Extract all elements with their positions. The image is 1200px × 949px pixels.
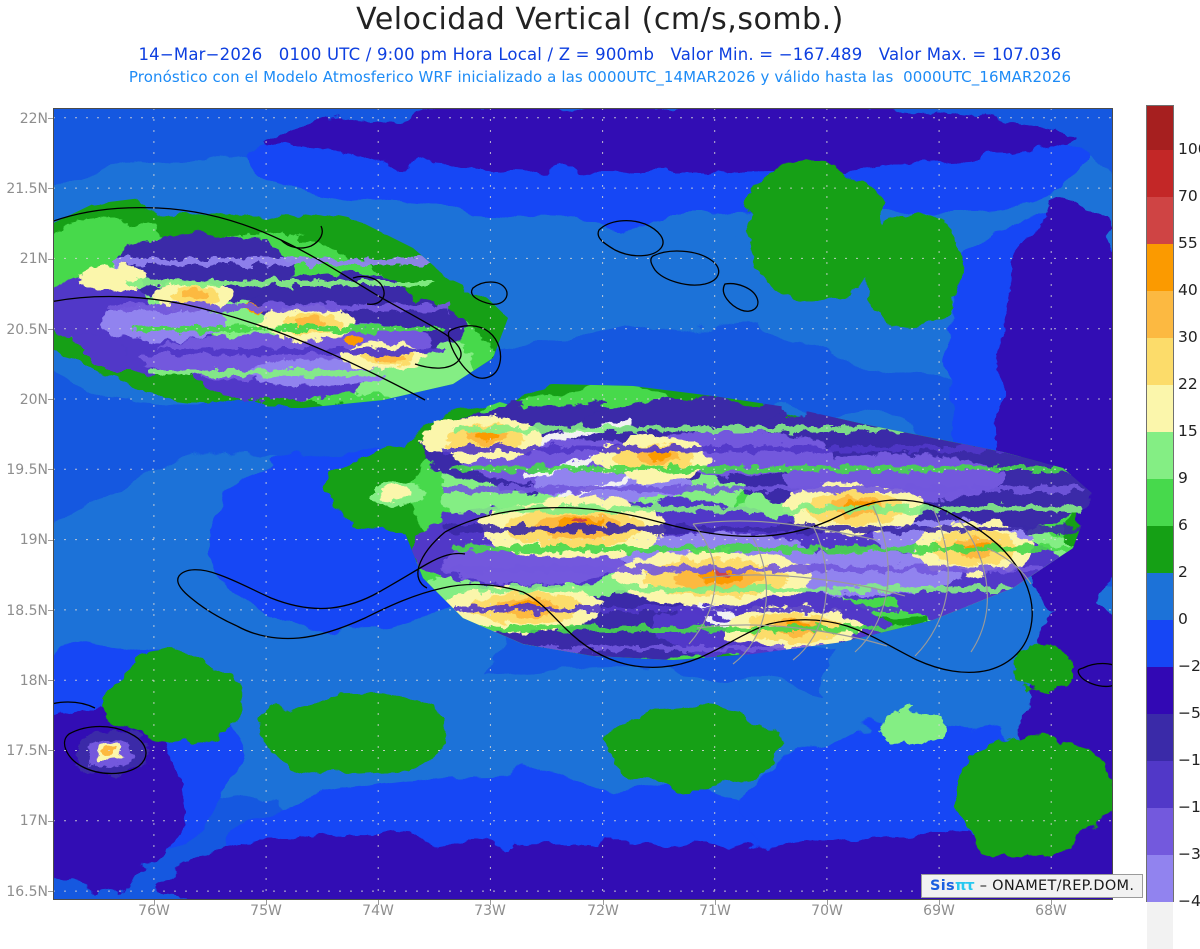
colorbar-tick: 15	[1178, 422, 1198, 440]
watermark-logo: Sis πτ – ONAMET/REP.DOM.	[921, 874, 1144, 898]
watermark-pi-icon: πτ	[954, 878, 975, 894]
x-axis-label: 76W	[138, 903, 170, 919]
watermark-agency-text: – ONAMET/REP.DOM.	[979, 878, 1135, 894]
figure-root: Velocidad Vertical (cm/s,somb.) 14−Mar−2…	[6, 2, 1200, 949]
colorbar-segment	[1147, 338, 1173, 385]
y-axis-tick	[48, 610, 53, 611]
x-axis-label: 69W	[923, 903, 955, 919]
colorbar-segment	[1147, 432, 1173, 479]
colorbar-tick: 0	[1178, 610, 1188, 628]
x-axis-label: 68W	[1035, 903, 1067, 919]
colorbar-segment	[1147, 150, 1173, 197]
colorbar-segment	[1147, 902, 1173, 949]
colorbar-tick: 70	[1178, 187, 1198, 205]
y-axis-label: 18N	[19, 673, 48, 689]
y-axis-label: 20N	[19, 392, 48, 408]
map-gridlines	[53, 108, 1113, 900]
colorbar-tick: 100	[1178, 140, 1200, 158]
colorbar-segment	[1147, 197, 1173, 244]
colorbar-segment	[1147, 479, 1173, 526]
colorbar-segment	[1147, 855, 1173, 902]
colorbar-tick: −30	[1178, 845, 1200, 863]
x-axis-tick	[378, 900, 379, 905]
y-axis-label: 19N	[19, 532, 48, 548]
colorbar-tick: −5	[1178, 704, 1200, 722]
y-axis-label: 19.5N	[6, 462, 48, 478]
x-axis-label: 74W	[362, 903, 394, 919]
x-axis-tick	[490, 900, 491, 905]
colorbar-segment	[1147, 291, 1173, 338]
y-axis-label: 17.5N	[6, 743, 48, 759]
x-axis-label: 72W	[587, 903, 619, 919]
y-axis-tick	[48, 680, 53, 681]
colorbar-segment	[1147, 573, 1173, 620]
x-axis-tick	[715, 900, 716, 905]
y-axis-tick	[48, 118, 53, 119]
colorbar-tick: 9	[1178, 469, 1188, 487]
contour-layer-minor	[77, 480, 1073, 775]
map-plot-area[interactable]	[53, 108, 1113, 900]
coastline-overlay	[53, 207, 1113, 775]
x-axis-label: 73W	[474, 903, 506, 919]
y-axis-label: 21.5N	[6, 181, 48, 197]
y-axis-label: 16.5N	[6, 884, 48, 900]
page-title: Velocidad Vertical (cm/s,somb.)	[356, 2, 844, 37]
colorbar-segment	[1147, 714, 1173, 761]
subtitle-line-2: Pronóstico con el Modelo Atmosferico WRF…	[128, 68, 1072, 86]
colorbar-tick: 40	[1178, 281, 1198, 299]
contour-layer-cuba	[53, 203, 508, 408]
y-axis-tick	[48, 750, 53, 751]
y-axis-tick	[48, 399, 53, 400]
colorbar-segment	[1147, 244, 1173, 291]
x-axis-label: 71W	[699, 903, 731, 919]
x-axis-tick	[266, 900, 267, 905]
y-axis-tick	[48, 891, 53, 892]
x-axis-tick	[154, 900, 155, 905]
y-axis-tick	[48, 329, 53, 330]
watermark-sis-text: Sis	[930, 878, 955, 894]
x-axis-tick	[827, 900, 828, 905]
colorbar-tick: 2	[1178, 563, 1188, 581]
colorbar-tick: 6	[1178, 516, 1188, 534]
x-axis-label: 70W	[811, 903, 843, 919]
colorbar-segment	[1147, 526, 1173, 573]
colorbar-segment	[1147, 808, 1173, 855]
colorbar-tick: −2	[1178, 657, 1200, 675]
y-axis-label: 20.5N	[6, 322, 48, 338]
colorbar-segment	[1147, 620, 1173, 667]
x-axis-label: 75W	[250, 903, 282, 919]
contour-layer-hispaniola	[401, 384, 1093, 660]
y-axis-tick	[48, 540, 53, 541]
y-axis-tick	[48, 259, 53, 260]
colorbar-segment	[1147, 106, 1173, 150]
colorbar-segment	[1147, 667, 1173, 714]
y-axis-label: 18.5N	[6, 603, 48, 619]
y-axis-tick	[48, 821, 53, 822]
colorbar-tick: −45	[1178, 892, 1200, 910]
colorbar-tick: 55	[1178, 234, 1198, 252]
colorbar-tick: 30	[1178, 328, 1198, 346]
y-axis-label: 21N	[19, 251, 48, 267]
x-axis-tick	[1051, 900, 1052, 905]
y-axis-tick	[48, 188, 53, 189]
colorbar-tick: −10	[1178, 751, 1200, 769]
subtitle-line-1: 14−Mar−2026 0100 UTC / 9:00 pm Hora Loca…	[138, 45, 1062, 64]
colorbar-tick: 22	[1178, 375, 1198, 393]
y-axis-label: 17N	[19, 813, 48, 829]
y-axis-label: 22N	[19, 111, 48, 127]
colorbar-segment	[1147, 385, 1173, 432]
x-axis-tick	[603, 900, 604, 905]
y-axis-tick	[48, 469, 53, 470]
colorbar-tick: −18	[1178, 798, 1200, 816]
colorbar[interactable]	[1146, 105, 1174, 949]
x-axis-tick	[939, 900, 940, 905]
colorbar-segment	[1147, 761, 1173, 808]
